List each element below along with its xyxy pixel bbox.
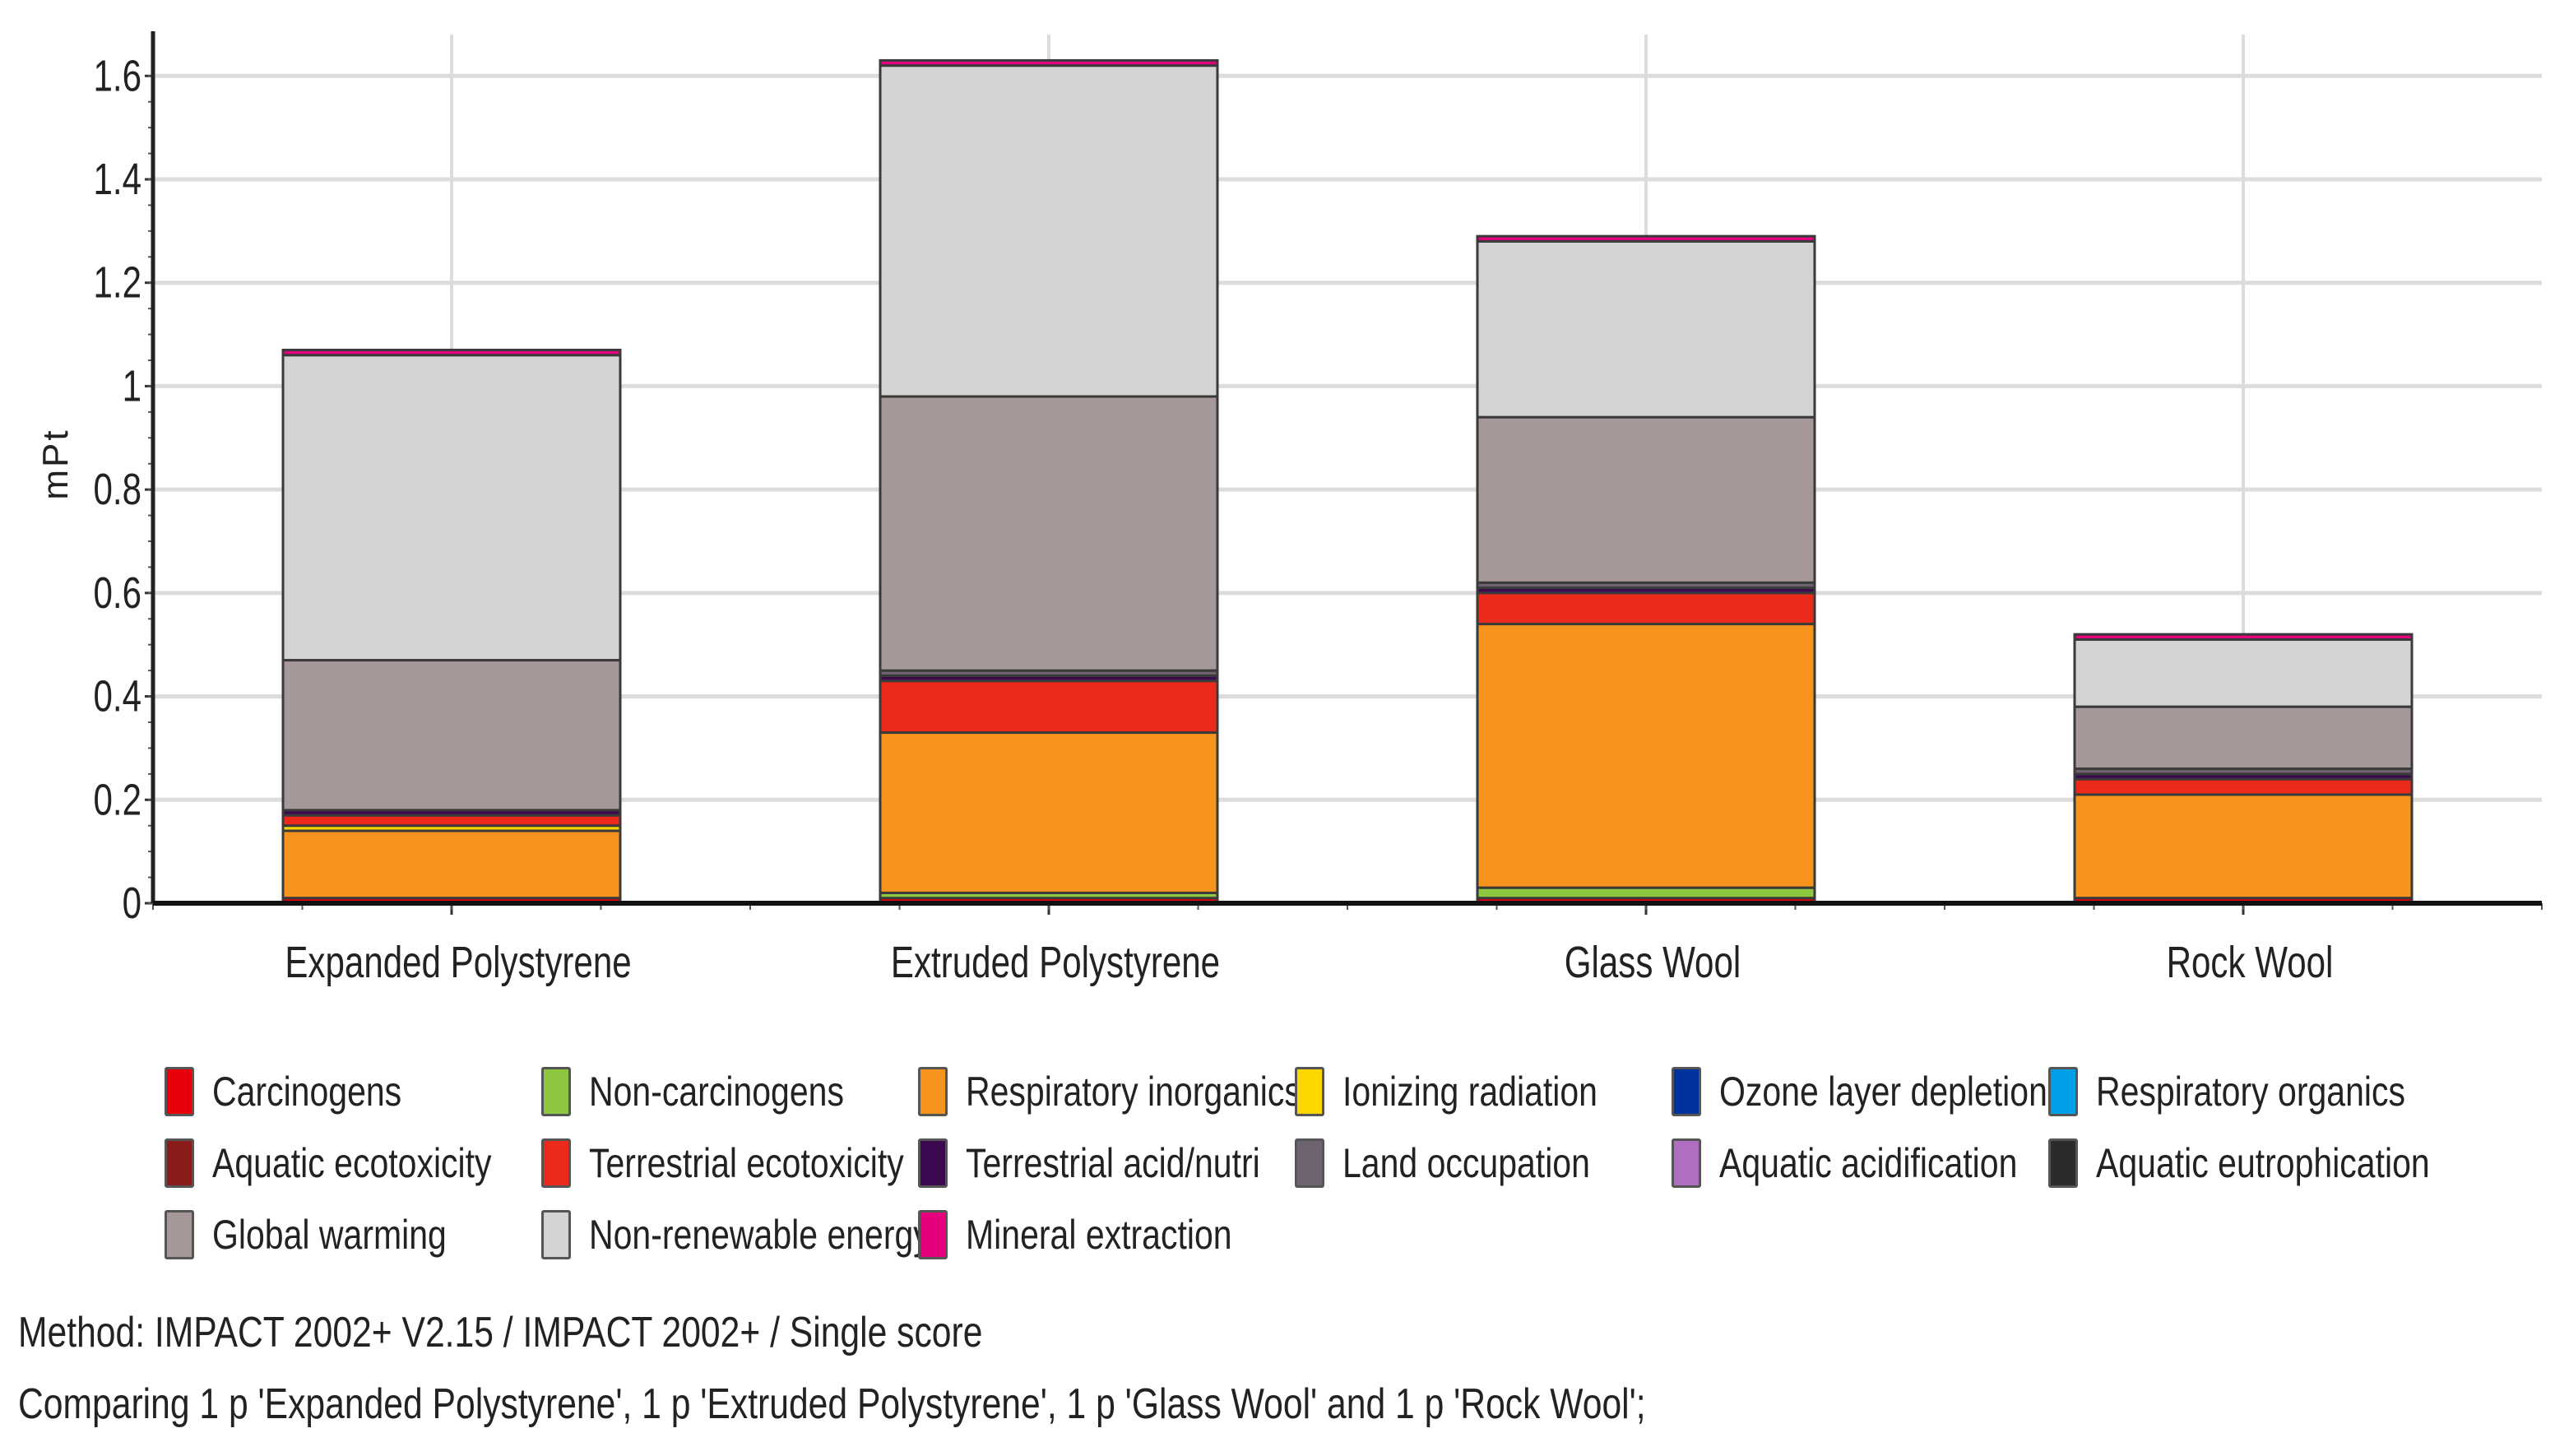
legend-item: Non-renewable energy	[541, 1208, 1005, 1261]
legend-swatch	[165, 1210, 194, 1259]
bar-segment	[879, 395, 1219, 672]
y-tick-label: 0	[123, 879, 141, 928]
legend-item: Terrestrial acid/nutri	[918, 1137, 1324, 1189]
legend-label: Carcinogens	[212, 1069, 402, 1115]
legend-swatch	[165, 1138, 194, 1188]
legend-label: Aquatic ecotoxicity	[212, 1140, 492, 1186]
comparison-caption: Comparing 1 p 'Expanded Polystyrene', 1 …	[18, 1380, 1646, 1428]
legend-item: Non-carcinogens	[541, 1065, 900, 1118]
x-tick-label: Extruded Polystyrene	[891, 938, 1220, 987]
bar-segment	[879, 58, 1219, 67]
legend-swatch	[918, 1067, 948, 1116]
y-tick-label: 1	[123, 361, 141, 410]
legend-item: Respiratory organics	[2048, 1065, 2474, 1118]
legend-item: Global warming	[165, 1208, 498, 1261]
legend-label: Ionizing radiation	[1342, 1069, 1597, 1115]
bar-segment	[879, 679, 1219, 735]
legend-label: Respiratory organics	[2096, 1069, 2405, 1115]
legend-label: Non-renewable energy	[589, 1212, 930, 1258]
legend-item: Aquatic eutrophication	[2048, 1137, 2503, 1189]
legend-swatch	[1672, 1138, 1701, 1188]
bar-segment	[281, 348, 622, 357]
x-tick-label: Rock Wool	[2167, 938, 2334, 987]
x-tick-label: Expanded Polystyrene	[285, 938, 631, 987]
legend-label: Terrestrial ecotoxicity	[589, 1140, 904, 1186]
legend-swatch	[918, 1138, 948, 1188]
legend-item: Respiratory inorganics	[918, 1065, 1375, 1118]
legend-label: Terrestrial acid/nutri	[966, 1140, 1260, 1186]
y-tick-label: 1.4	[93, 155, 141, 204]
legend-swatch	[541, 1138, 571, 1188]
y-tick-label: 1.6	[93, 51, 141, 100]
chart-plot: 0 0.2 0.4 0.6 0.8 1 1.2 1.4 1.6 Expanded Polystyr…	[35, 31, 2543, 987]
legend-label: Respiratory inorganics	[966, 1069, 1301, 1115]
legend-label: Ozone layer depletion	[1719, 1069, 2047, 1115]
legend-swatch	[541, 1067, 571, 1116]
legend-swatch	[165, 1067, 194, 1116]
legend-label: Non-carcinogens	[589, 1069, 844, 1115]
legend-item: Mineral extraction	[918, 1208, 1291, 1261]
legend-label: Aquatic acidification	[1719, 1140, 2018, 1186]
bar-segment	[1476, 886, 1816, 900]
bar-segment	[281, 659, 622, 812]
bar-segment	[879, 731, 1219, 894]
bar-segment	[281, 354, 622, 662]
method-caption: Method: IMPACT 2002+ V2.15 / IMPACT 2002…	[18, 1309, 983, 1356]
legend-label: Aquatic eutrophication	[2096, 1140, 2430, 1186]
legend-item: Terrestrial ecotoxicity	[541, 1137, 973, 1189]
y-tick-label: 0.2	[93, 775, 141, 824]
bar-segment	[281, 814, 622, 828]
bar-segment	[1476, 239, 1816, 419]
legend-swatch	[541, 1210, 571, 1259]
y-tick-label: 1.2	[93, 258, 141, 308]
legend-swatch	[1295, 1138, 1324, 1188]
legend-label: Global warming	[212, 1212, 447, 1258]
y-axis-label: mPt	[35, 428, 76, 499]
bar-segment	[2073, 777, 2414, 796]
legend-swatch	[2048, 1067, 2078, 1116]
bar-segment	[2073, 705, 2414, 771]
legend-item: Ionizing radiation	[1295, 1065, 1653, 1118]
legend-label: Land occupation	[1342, 1140, 1590, 1186]
bar-segment	[1476, 234, 1816, 243]
legend-item: Carcinogens	[165, 1065, 443, 1118]
legend-label: Mineral extraction	[966, 1212, 1232, 1258]
y-tick-label: 0.6	[93, 568, 141, 618]
bar-segment	[2073, 633, 2414, 641]
legend-item: Ozone layer depletion	[1672, 1065, 2119, 1118]
legend-item: Aquatic acidification	[1672, 1137, 2083, 1189]
bar-segment	[2073, 638, 2414, 708]
x-tick-label: Glass Wool	[1565, 938, 1741, 987]
legend-item: Aquatic ecotoxicity	[165, 1137, 553, 1189]
bar-segment	[1476, 591, 1816, 626]
legend-item: Land occupation	[1295, 1137, 1644, 1189]
bar-segment	[879, 64, 1219, 398]
bar-segment	[1476, 415, 1816, 584]
legend-swatch	[918, 1210, 948, 1259]
bar-segment	[1476, 623, 1816, 889]
legend-swatch	[1672, 1067, 1701, 1116]
legend-swatch	[2048, 1138, 2078, 1188]
legend-swatch	[1295, 1067, 1324, 1116]
bar-segment	[2073, 793, 2414, 900]
y-tick-label: 0.8	[93, 465, 141, 514]
y-tick-label: 0.4	[93, 672, 141, 721]
bar-segment	[281, 829, 622, 900]
